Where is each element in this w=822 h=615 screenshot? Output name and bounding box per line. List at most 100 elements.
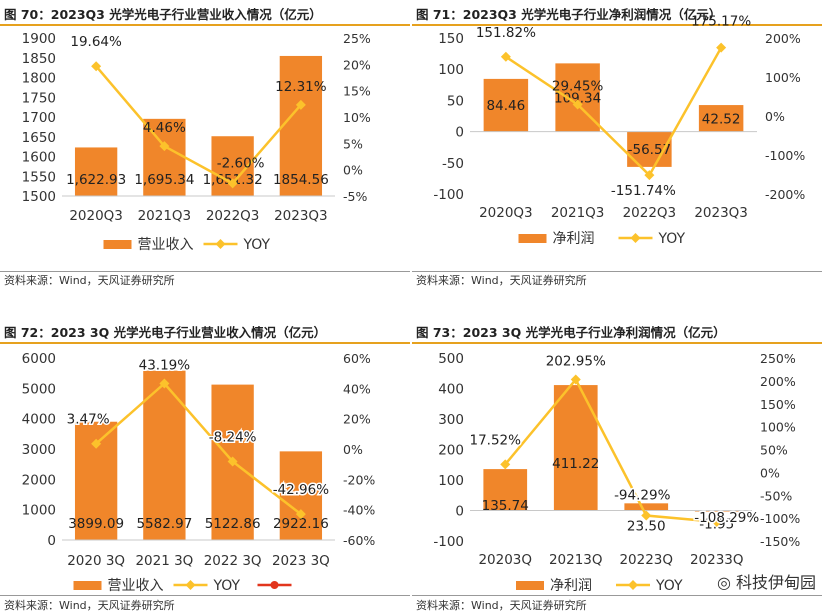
legend-line-label: YOY: [658, 231, 686, 247]
yoy-data-label: -2.60%: [217, 155, 265, 171]
legend-bar-label: 净利润: [553, 231, 595, 247]
yoy-data-label: -151.74%: [611, 183, 676, 199]
yoy-data-label: 12.31%: [275, 79, 327, 95]
y-tick-label: 1800: [22, 71, 56, 87]
x-tick-label: 2020Q3: [69, 208, 123, 224]
yoy-data-label: 29.45%: [552, 79, 604, 95]
yoy-data-label: 202.95%: [546, 354, 606, 370]
x-tick-label: 2020 3Q: [67, 553, 125, 569]
yoy-data-label: 151.82%: [476, 25, 536, 41]
yoy-point: [295, 99, 306, 110]
source-rule: [412, 595, 822, 596]
source-note: 资料来源：Wind，天风证券研究所: [416, 274, 587, 287]
chart-netprofit-3q: -100 0 100 200 300 400 500 -150% -100% -50% 0% 50% 1…: [433, 351, 800, 594]
chart-panel-netprofit-3q: 图 73：2023 3Q 光学光电子行业净利润情况（亿元） -100 0 100 20…: [412, 318, 822, 615]
title-rule: [412, 342, 822, 344]
bar-data-label: 1,622.93: [66, 172, 126, 188]
yoy-data-label: -8.24%: [209, 429, 257, 445]
x-tick-label: 20213Q: [549, 552, 603, 568]
y2-tick-label: 0%: [343, 163, 363, 178]
bar: [698, 105, 744, 132]
yoy-line: [95, 65, 302, 185]
yoy-data-label: 17.52%: [470, 432, 522, 448]
x-tick-label: 2021Q3: [138, 208, 192, 224]
y-tick-label: 2000: [22, 472, 56, 488]
yoy-point: [572, 99, 583, 110]
y-tick-label: 0: [47, 533, 56, 549]
title-rule: [412, 24, 822, 26]
x-tick-label: 2023 3Q: [272, 553, 330, 569]
chart-revenue-2023q3: 1500 1550 1600 1650 1700 1750 1800 1850 1900 -5% 0…: [22, 31, 371, 253]
yoy-data-label: -94.29%: [614, 488, 671, 504]
bar-data-label: 3899.09: [68, 516, 124, 532]
y2-tick-label: 250%: [760, 351, 796, 366]
bar: [483, 78, 529, 132]
y2-tick-label: -100%: [760, 511, 800, 526]
y-tick-label: 50: [447, 93, 464, 109]
x-tick-label: 2023Q3: [274, 208, 328, 224]
legend-line-marker: [215, 239, 226, 249]
y2-tick-label: 20%: [343, 57, 371, 72]
yoy-point: [227, 178, 238, 189]
yoy-data-label: -108.29%: [694, 510, 759, 526]
y2-tick-label: 0%: [765, 109, 785, 124]
bar-data-label: 411.22: [552, 456, 599, 472]
y2-tick-label: 200%: [765, 31, 801, 46]
y-tick-label: -100: [433, 187, 464, 203]
bar: [143, 118, 186, 196]
wechat-icon: ◎: [716, 573, 736, 592]
bar: [279, 451, 323, 540]
bar-data-label: 109.34: [554, 90, 601, 106]
x-tick-label: 2021Q3: [551, 205, 605, 221]
yoy-point: [644, 170, 655, 181]
bar-data-label: 5122.86: [205, 516, 261, 532]
y-tick-label: 200: [438, 443, 464, 459]
chart-title: 图 70：2023Q3 光学光电子行业营业收入情况（亿元）: [4, 7, 322, 22]
yoy-data-label: 3.47%: [67, 412, 110, 428]
legend-line-label: YOY: [655, 578, 683, 594]
y2-tick-label: 40%: [343, 381, 371, 396]
yoy-point: [570, 374, 581, 385]
chart-title: 图 71：2023Q3 光学光电子行业净利润情况（亿元）: [416, 7, 722, 22]
y2-tick-label: 15%: [343, 84, 371, 99]
y2-tick-label: 60%: [343, 351, 371, 366]
y2-tick-label: 200%: [760, 374, 796, 389]
legend-line-label: YOY: [243, 237, 271, 253]
chart-title: 图 73：2023 3Q 光学光电子行业净利润情况（亿元）: [416, 325, 726, 340]
y2-tick-label: 0%: [760, 465, 780, 480]
y-tick-label: 1850: [22, 51, 56, 67]
x-tick-label: 2022Q3: [623, 205, 677, 221]
legend-line-label: YOY: [213, 578, 241, 594]
y-tick-label: 1550: [22, 169, 56, 185]
y2-tick-label: 100%: [760, 420, 796, 435]
source-rule: [0, 595, 410, 596]
x-tick-label: 20233Q: [690, 552, 744, 568]
y2-tick-label: 150%: [760, 397, 796, 412]
title-rule: [0, 24, 410, 26]
yoy-point: [500, 459, 511, 470]
y-tick-label: 150: [438, 31, 464, 47]
y-tick-label: 1750: [22, 90, 56, 106]
y-tick-label: 1500: [22, 189, 56, 205]
y2-tick-label: 50%: [760, 443, 788, 458]
source-note: 资料来源：Wind，天风证券研究所: [4, 599, 175, 612]
y2-tick-label: 10%: [343, 110, 371, 125]
bar-data-label: 5582.97: [136, 516, 192, 532]
y2-tick-label: -20%: [343, 472, 375, 487]
yoy-point: [227, 456, 238, 467]
x-tick-label: 2021 3Q: [135, 553, 193, 569]
y-tick-label: 1600: [22, 150, 56, 166]
bar-data-label: 23.50: [627, 519, 666, 535]
x-tick-label: 2023Q3: [694, 205, 748, 221]
y2-tick-label: -200%: [765, 187, 805, 202]
legend-bar-label: 营业收入: [138, 237, 194, 253]
y2-tick-label: -50%: [760, 488, 792, 503]
y-tick-label: -100: [433, 534, 464, 550]
bar: [624, 503, 669, 511]
yoy-line: [504, 377, 717, 524]
source-note: 资料来源：Wind，天风证券研究所: [416, 599, 587, 612]
y-tick-label: 0: [455, 504, 464, 520]
legend-line-marker: [628, 580, 638, 590]
yoy-data-label: 19.64%: [70, 34, 122, 50]
y-tick-label: 1650: [22, 130, 56, 146]
